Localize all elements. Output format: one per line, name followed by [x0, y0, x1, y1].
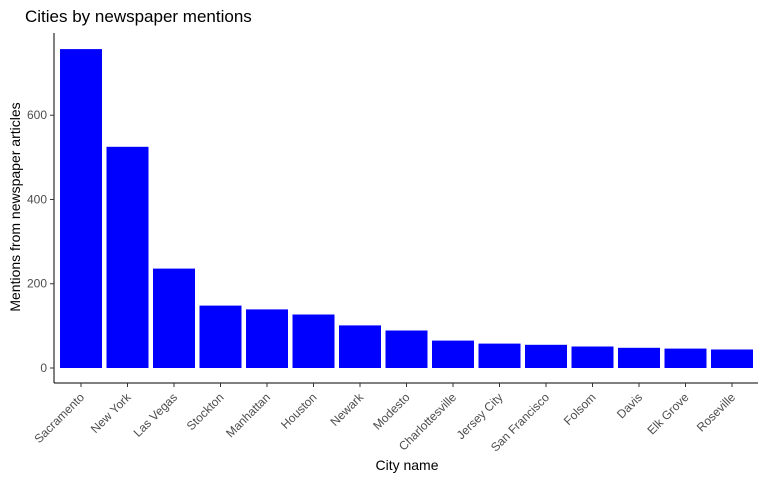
bar-manhattan	[246, 309, 288, 368]
x-tick-label: Las Vegas	[131, 390, 181, 440]
bar-sacramento	[60, 49, 102, 368]
x-tick-label: Manhattan	[223, 390, 273, 440]
x-tick-label: Davis	[614, 390, 645, 421]
bar-newark	[339, 325, 381, 368]
bar-san-francisco	[525, 344, 567, 368]
x-tick-label: Elk Grove	[644, 390, 691, 437]
y-tick-label: 600	[27, 108, 47, 122]
bar-jersey-city	[478, 343, 521, 368]
bar-modesto	[385, 330, 428, 368]
chart-title: Cities by newspaper mentions	[25, 7, 252, 26]
x-axis-title: City name	[375, 457, 438, 473]
x-tick-label: Newark	[327, 390, 366, 429]
x-tick-label: Roseville	[694, 390, 739, 435]
y-tick-label: 400	[27, 193, 47, 207]
y-tick-label: 0	[40, 361, 47, 375]
x-tick-label: Folsom	[561, 390, 599, 428]
bar-houston	[292, 314, 335, 368]
bar-davis	[618, 347, 660, 368]
x-tick-label: Stockton	[184, 390, 227, 433]
x-tick-label: Houston	[278, 390, 320, 432]
bars-group	[60, 49, 753, 368]
bar-new-york	[106, 146, 149, 368]
x-tick-label: New York	[88, 390, 134, 436]
bar-stockton	[199, 305, 242, 368]
bar-charlottesville	[432, 340, 474, 368]
bar-folsom	[571, 346, 614, 368]
y-ticks-group: 0 200 400 600	[27, 108, 54, 375]
bar-elk-grove	[664, 348, 707, 368]
y-tick-label: 200	[27, 277, 47, 291]
x-tick-label: Sacramento	[31, 390, 87, 446]
bar-las-vegas	[153, 268, 195, 368]
y-axis-title: Mentions from newspaper articles	[7, 102, 23, 311]
bar-roseville	[711, 349, 753, 368]
x-tick-label: Modesto	[370, 390, 413, 433]
